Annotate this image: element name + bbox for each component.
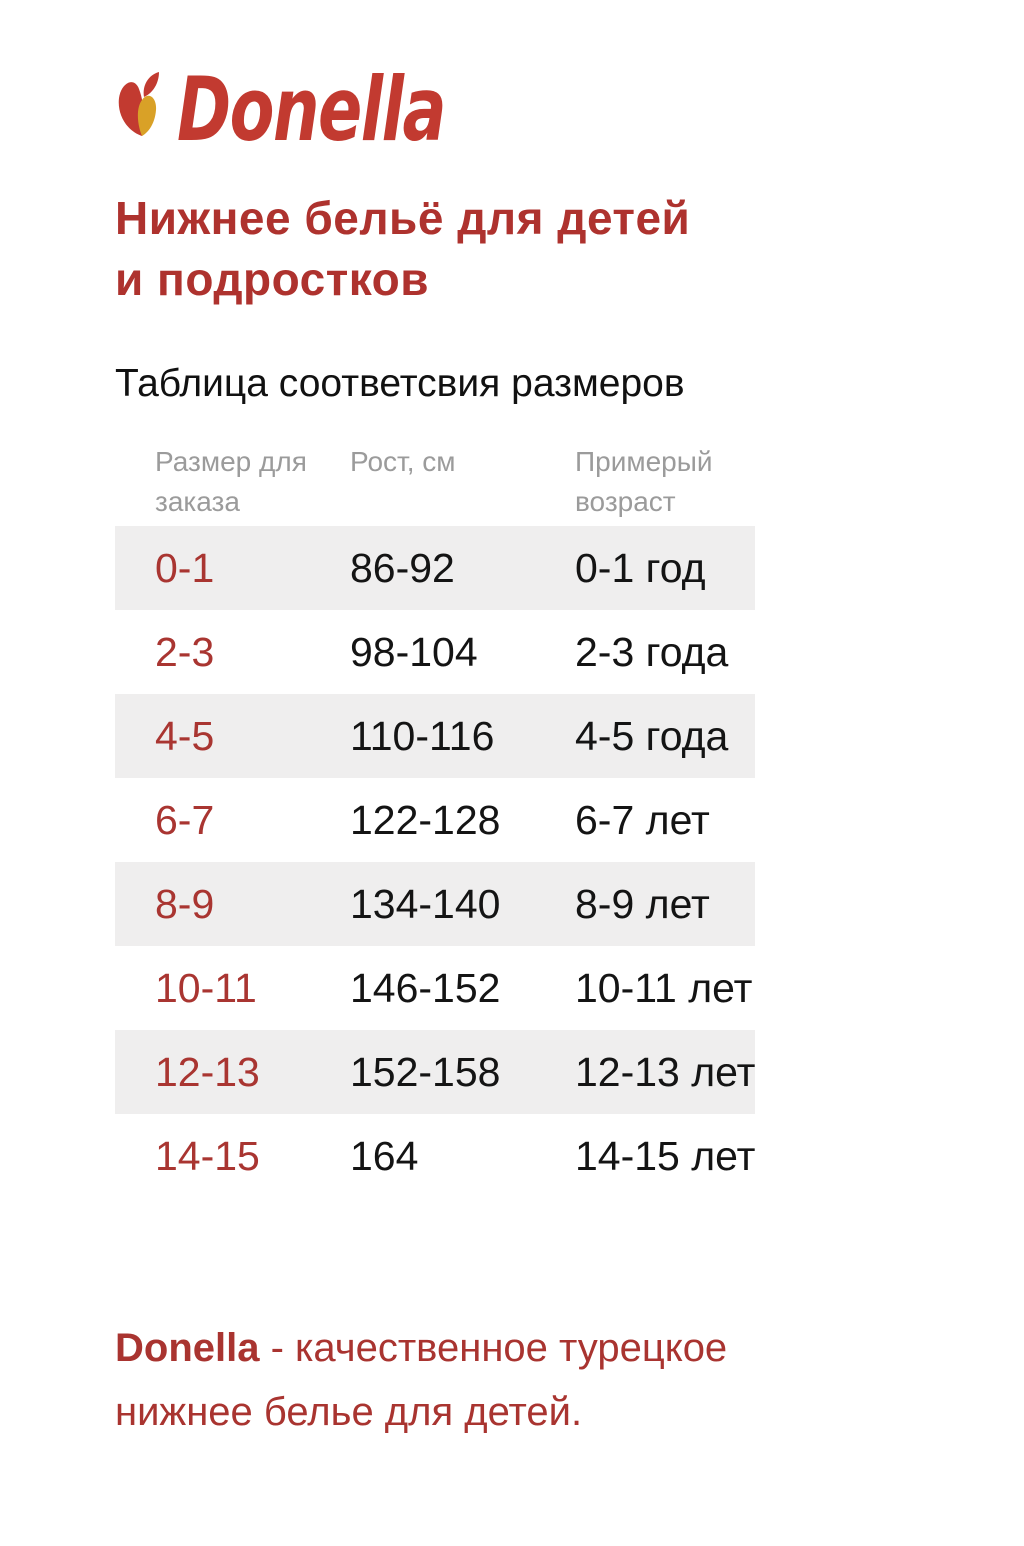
size-cell: 2-3 (155, 628, 215, 675)
table-row: 4-5 110-116 4-5 года (115, 694, 755, 778)
table-title: Таблица соответсвия размеров (115, 362, 685, 405)
footer-brand: Donella (115, 1326, 260, 1370)
height-cell: 146-152 (350, 964, 501, 1011)
logo: Donella (115, 56, 1024, 164)
age-cell: 4-5 года (575, 712, 729, 759)
size-cell: 0-1 (155, 544, 215, 591)
height-cell: 110-116 (350, 712, 495, 759)
age-cell: 12-13 лет (575, 1048, 756, 1095)
size-table: Размер для заказа Рост, см Примерый возр… (115, 442, 755, 1198)
size-cell: 14-15 (155, 1132, 260, 1179)
column-header-age: Примерый возраст (575, 446, 713, 517)
page-title: Нижнее бельё для детей и подростков (115, 192, 691, 305)
tulip-icon (118, 72, 159, 136)
table-row: 8-9 134-140 8-9 лет (115, 862, 755, 946)
column-header-size: Размер для заказа (155, 446, 307, 517)
donella-logo: Donella (118, 58, 447, 161)
table-header-row: Размер для заказа Рост, см Примерый возр… (115, 442, 755, 522)
column-header-height: Рост, см (350, 446, 456, 477)
table-row: 2-3 98-104 2-3 года (115, 610, 755, 694)
age-cell: 0-1 год (575, 544, 706, 591)
size-cell: 4-5 (155, 712, 215, 759)
table-row: 12-13 152-158 12-13 лет (115, 1030, 755, 1114)
age-cell: 8-9 лет (575, 880, 710, 927)
table-row: 6-7 122-128 6-7 лет (115, 778, 755, 862)
table-row: 14-15 164 14-15 лет (115, 1114, 755, 1198)
size-cell: 6-7 (155, 796, 215, 843)
height-cell: 98-104 (350, 628, 478, 675)
age-cell: 6-7 лет (575, 796, 710, 843)
height-cell: 134-140 (350, 880, 501, 927)
age-cell: 10-11 лет (575, 964, 753, 1011)
size-cell: 12-13 (155, 1048, 260, 1095)
footer-text: - качественное турецкое нижнее белье для… (115, 1326, 728, 1434)
height-cell: 152-158 (350, 1048, 501, 1095)
table-row: 0-1 86-92 0-1 год (115, 526, 755, 610)
table-row: 10-11 146-152 10-11 лет (115, 946, 755, 1030)
logo-wordmark: Donella (177, 58, 445, 161)
size-cell: 8-9 (155, 880, 215, 927)
age-cell: 2-3 года (575, 628, 729, 675)
size-cell: 10-11 (155, 964, 257, 1011)
height-cell: 164 (350, 1132, 419, 1179)
footer-tagline: Donella - качественное турецкое нижнее б… (115, 1316, 815, 1444)
height-cell: 86-92 (350, 544, 455, 591)
height-cell: 122-128 (350, 796, 501, 843)
age-cell: 14-15 лет (575, 1132, 756, 1179)
